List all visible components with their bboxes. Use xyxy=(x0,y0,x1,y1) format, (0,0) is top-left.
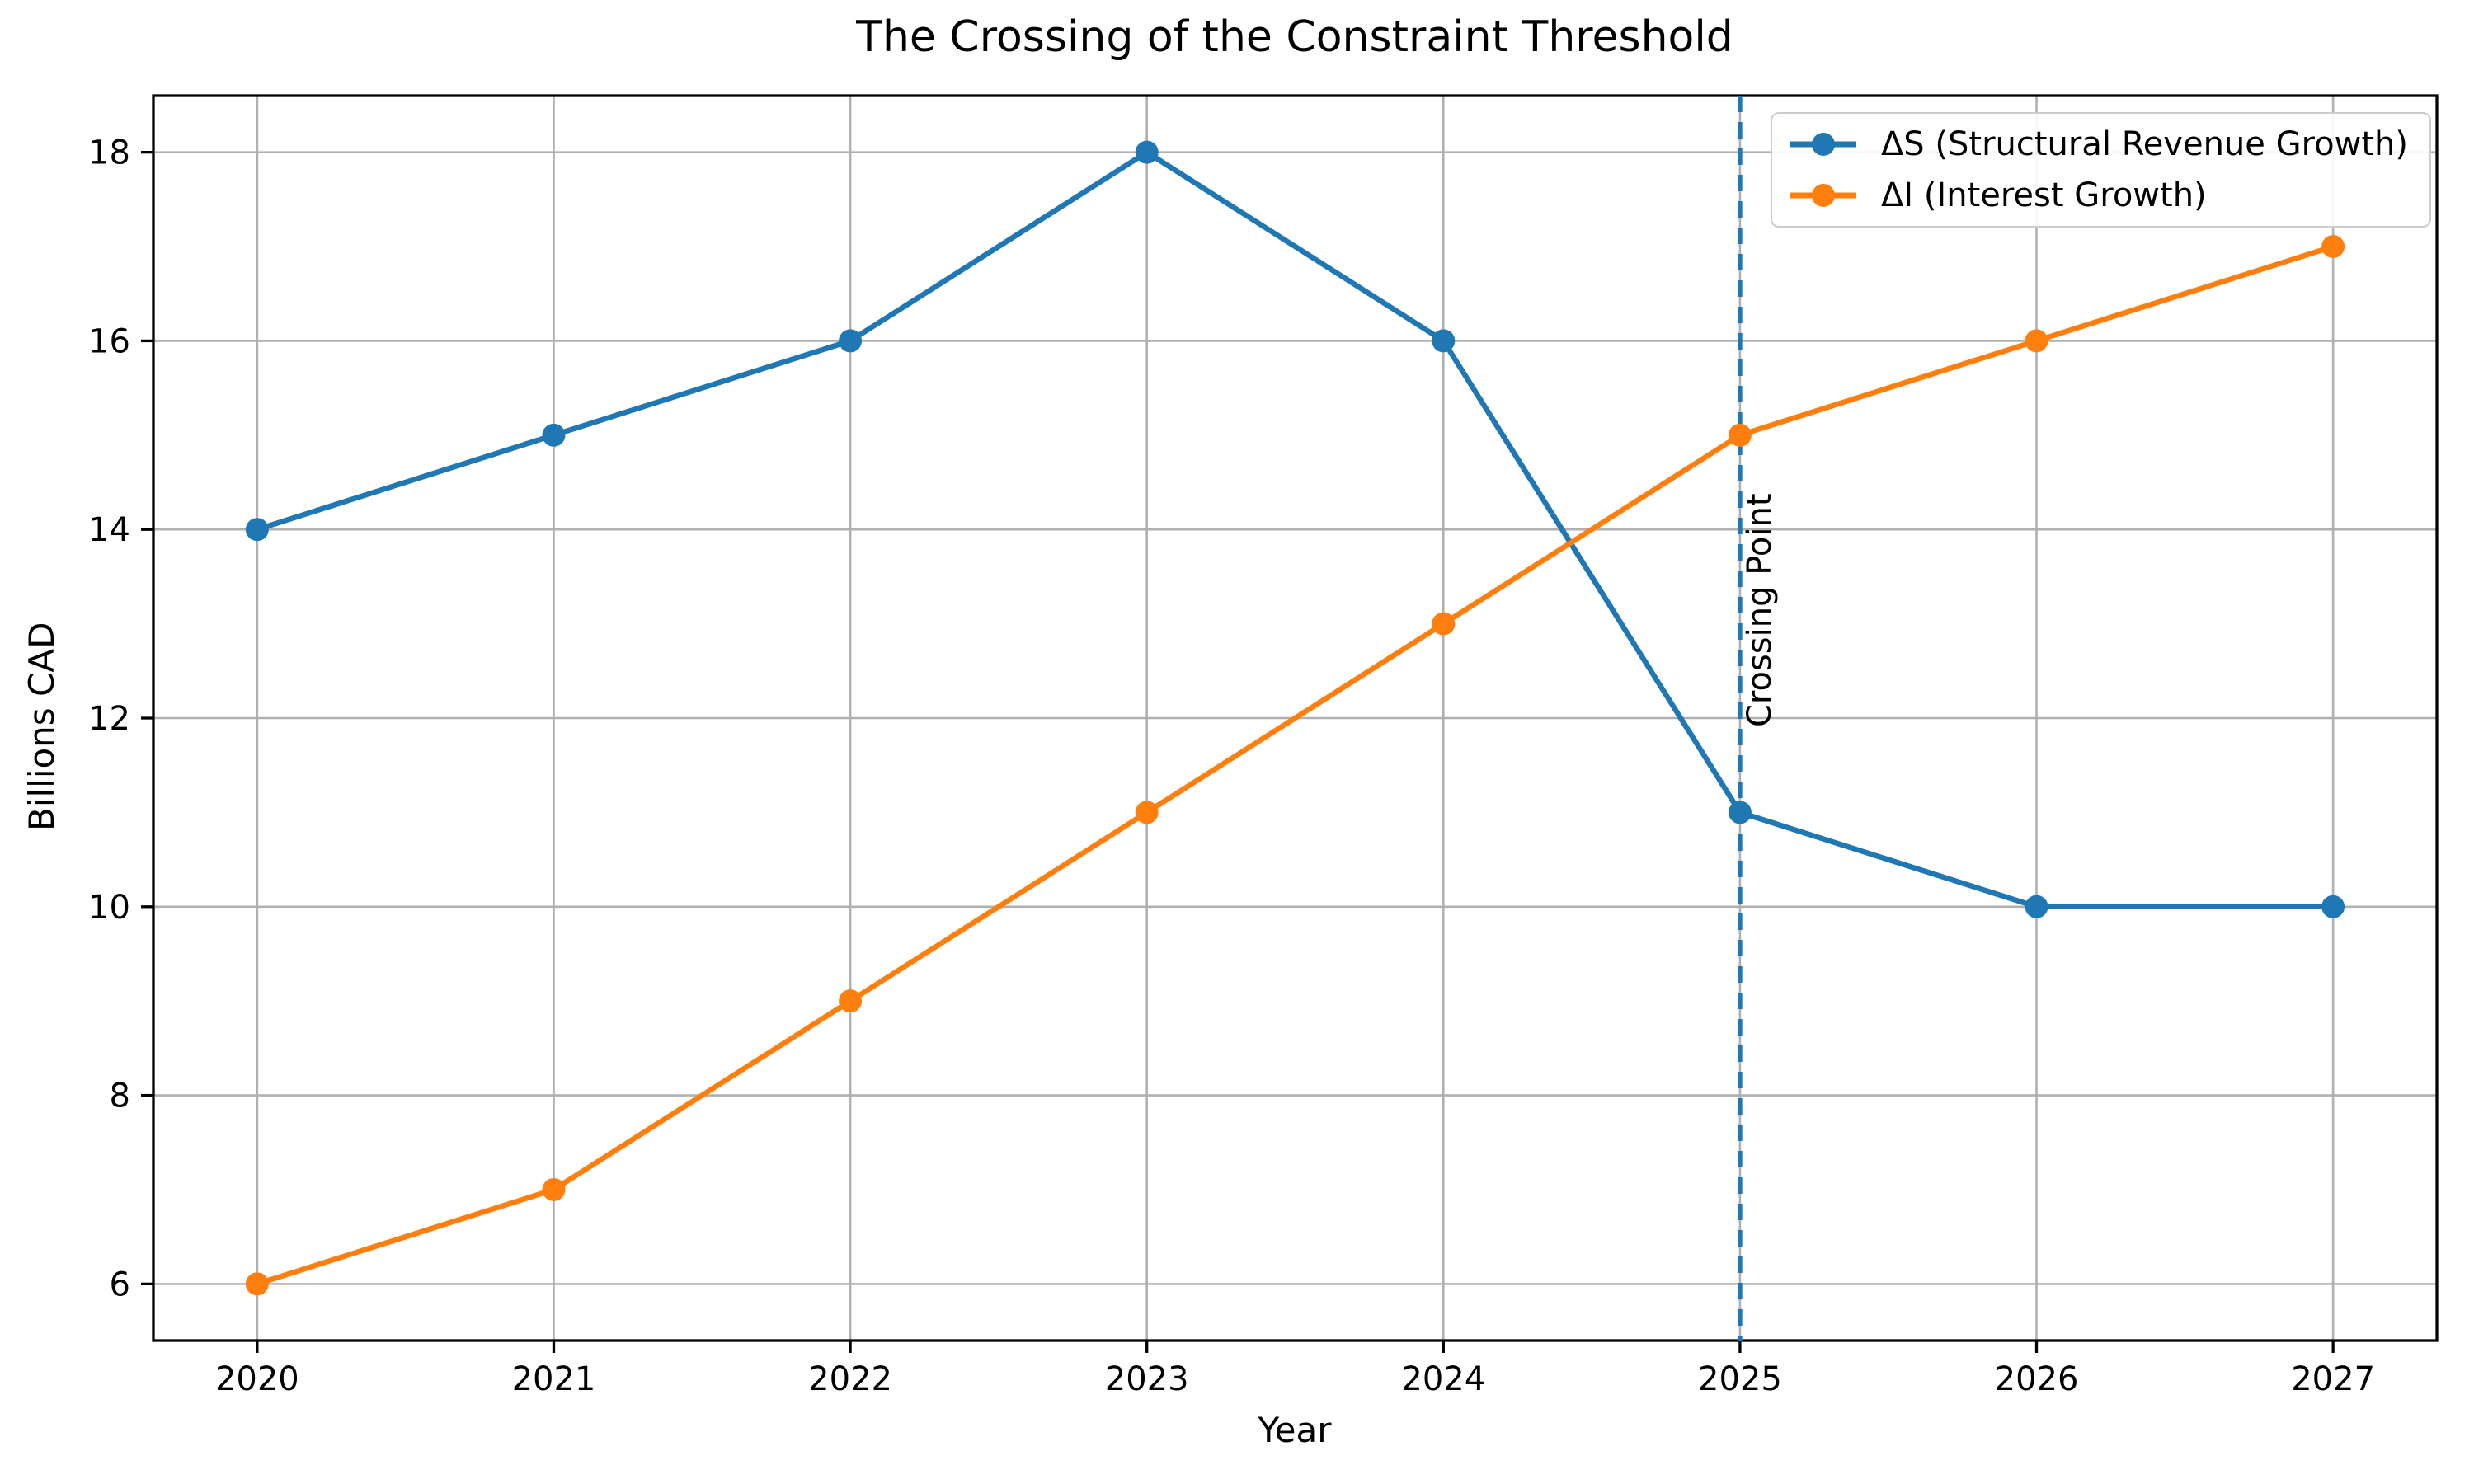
legend: ΔS (Structural Revenue Growth) ΔI (Inter… xyxy=(1770,112,2431,228)
x-axis-label: Year xyxy=(1258,1410,1332,1450)
line-marker-icon xyxy=(1790,184,1856,207)
y-tick-label: 10 xyxy=(88,889,130,927)
line-marker-icon xyxy=(1790,133,1856,156)
series-marker xyxy=(2321,895,2345,918)
crossing-point-annotation-label: Crossing Point xyxy=(1741,493,1779,727)
series-marker xyxy=(1135,801,1159,824)
series-marker xyxy=(2321,235,2345,259)
series-marker xyxy=(245,1272,269,1296)
page-title: The Crossing of the Constraint Threshold xyxy=(856,12,1733,62)
series-line-structural-revenue-growth xyxy=(254,149,2336,910)
y-tick-label: 12 xyxy=(88,700,130,738)
y-tick-label: 8 xyxy=(110,1078,130,1115)
series-line-interest-growth xyxy=(254,243,2336,1287)
legend-item-label: ΔI (Interest Growth) xyxy=(1880,176,2207,214)
series-marker xyxy=(1432,329,1456,353)
x-tick-label: 2020 xyxy=(215,1360,299,1398)
series-marker xyxy=(1728,801,1752,824)
series-marker xyxy=(1135,140,1159,164)
series-marker xyxy=(245,518,269,542)
y-tick-label: 16 xyxy=(88,322,130,360)
y-tick-label: 18 xyxy=(88,134,130,172)
legend-item-structural-revenue-growth: ΔS (Structural Revenue Growth) xyxy=(1789,125,2408,163)
series-marker xyxy=(2025,895,2048,918)
series-marker xyxy=(839,329,863,353)
x-tick-label: 2026 xyxy=(1995,1360,2079,1398)
series-marker xyxy=(542,1177,566,1201)
x-tick-label: 2023 xyxy=(1105,1360,1189,1398)
y-axis-label: Billions CAD xyxy=(21,622,62,831)
series-marker xyxy=(542,423,566,447)
y-tick-label: 6 xyxy=(110,1266,130,1303)
series-marker xyxy=(1432,612,1456,636)
series-marker xyxy=(1728,423,1752,447)
x-tick-label: 2022 xyxy=(808,1360,892,1398)
series-marker xyxy=(839,989,863,1013)
x-tick-label: 2025 xyxy=(1698,1360,1782,1398)
x-tick-label: 2027 xyxy=(2291,1360,2375,1398)
series-marker xyxy=(2025,329,2048,353)
x-tick-label: 2021 xyxy=(512,1360,596,1398)
y-tick-label: 14 xyxy=(88,511,130,549)
x-tick-label: 2024 xyxy=(1401,1360,1485,1398)
legend-item-label: ΔS (Structural Revenue Growth) xyxy=(1880,125,2408,163)
legend-item-interest-growth: ΔI (Interest Growth) xyxy=(1789,176,2408,214)
